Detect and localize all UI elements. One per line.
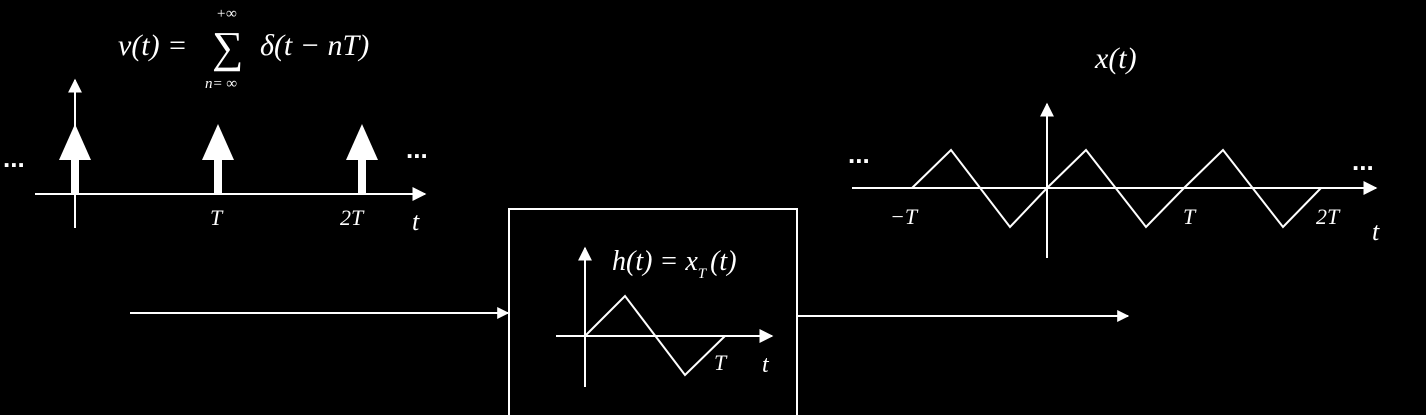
ellipsis-left: ... xyxy=(3,143,25,173)
formula-rhs: δ(t − nT) xyxy=(260,29,369,62)
ellipsis-right: ... xyxy=(406,134,428,164)
formula-lhs: v(t) = xyxy=(118,29,187,62)
x-tick-label-T: T xyxy=(1183,204,1197,229)
x-tick-label-minus-T: −T xyxy=(890,204,919,229)
impulse-train-formula: v(t) = ∑ +∞ n= ∞ δ(t − nT) xyxy=(118,6,369,92)
impulse-T xyxy=(202,124,234,195)
tick-label-T: T xyxy=(210,205,224,230)
formula-sum-upper: +∞ xyxy=(216,6,237,22)
impulse-2T xyxy=(346,124,378,195)
tick-label-2T: 2T xyxy=(340,205,365,230)
output-signal-panel: x(t) ... ... −T T 2T t xyxy=(848,42,1380,258)
impulse-0 xyxy=(59,124,91,195)
x-ellipsis-right: ... xyxy=(1352,146,1374,176)
formula-sum-symbol: ∑ xyxy=(212,23,243,72)
output-label: x(t) xyxy=(1094,42,1137,75)
formula-sum-lower: n= ∞ xyxy=(205,76,237,92)
system-label: h(t) = xT (t) xyxy=(612,246,737,282)
h-tick-label-T: T xyxy=(714,350,728,375)
h-axis-label-t: t xyxy=(762,352,770,378)
x-tick-label-2T: 2T xyxy=(1316,204,1341,229)
h-triangle-wave xyxy=(584,294,726,377)
system-block-border xyxy=(508,208,798,415)
impulse-train-panel: v(t) = ∑ +∞ n= ∞ δ(t − nT) ... ... T 2T … xyxy=(3,6,428,236)
x-triangle-wave xyxy=(911,148,1322,229)
x-ellipsis-left: ... xyxy=(848,139,870,169)
x-axis-label-t: t xyxy=(1372,217,1380,246)
system-block: h(t) = xT (t) T t xyxy=(508,208,798,415)
v-axis-label-t: t xyxy=(412,207,420,236)
